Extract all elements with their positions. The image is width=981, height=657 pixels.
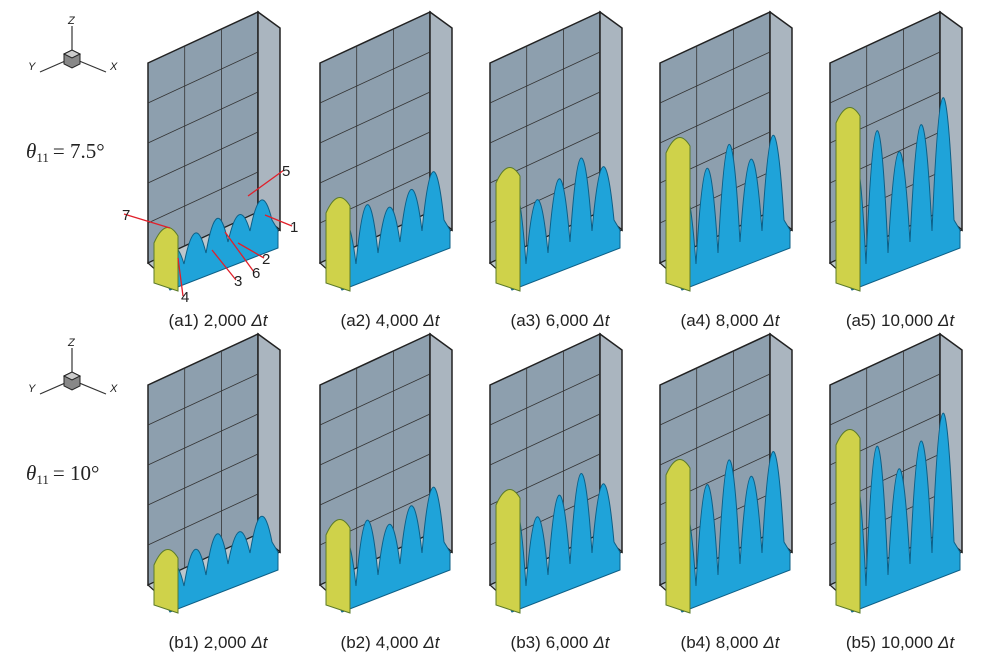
ice-slab xyxy=(326,197,350,291)
theta-label: θ11 = 10° xyxy=(26,461,99,487)
simulation-panel xyxy=(148,334,280,613)
simulation-panel xyxy=(830,334,962,613)
annotation-label: 5 xyxy=(282,163,290,180)
ice-slab xyxy=(666,137,690,291)
simulation-panel xyxy=(660,12,792,291)
theta-value: = 7.5° xyxy=(53,139,105,163)
panel-id: (b5) xyxy=(846,633,876,652)
panel-id: (b2) xyxy=(341,633,371,652)
theta-subscript: 11 xyxy=(36,150,49,165)
axis-label: Y xyxy=(28,383,36,395)
simulation-panel xyxy=(320,12,452,291)
theta-symbol: θ xyxy=(26,139,36,163)
simulation-panel xyxy=(660,334,792,613)
panel-step: 2,000 xyxy=(204,633,247,652)
theta-subscript: 11 xyxy=(36,472,49,487)
ice-slab xyxy=(836,429,860,613)
panel-id: (a1) xyxy=(169,311,199,330)
annotation-label: 2 xyxy=(262,251,270,268)
panel-unit: Δt xyxy=(937,633,955,652)
theta-symbol: θ xyxy=(26,461,36,485)
ice-slab xyxy=(154,227,178,291)
panel-unit: Δt xyxy=(422,311,440,330)
axis-label: Z xyxy=(67,15,76,27)
panel-step: 10,000 xyxy=(881,633,933,652)
axis-label: X xyxy=(109,383,118,395)
figure: ZYXθ11= 7.5°(a1)2,000Δt(a2)4,000Δt(a3)6,… xyxy=(0,0,981,657)
simulation-panel xyxy=(490,12,622,291)
panel-unit: Δt xyxy=(762,311,780,330)
panel-unit: Δt xyxy=(592,633,610,652)
simulation-panel xyxy=(830,12,962,291)
axis-label: Y xyxy=(28,61,36,73)
panel-unit: Δt xyxy=(250,311,268,330)
panel-step: 4,000 xyxy=(376,633,419,652)
ice-slab xyxy=(326,519,350,613)
ice-slab xyxy=(836,107,860,291)
panel-step: 4,000 xyxy=(376,311,419,330)
annotation-label: 4 xyxy=(181,289,189,306)
simulation-panel xyxy=(148,12,280,291)
panel-step: 2,000 xyxy=(204,311,247,330)
annotation-label: 7 xyxy=(122,207,130,224)
panel-id: (a5) xyxy=(846,311,876,330)
theta-label: θ11 = 7.5° xyxy=(26,139,105,165)
ice-slab xyxy=(154,549,178,613)
ice-slab xyxy=(666,459,690,613)
axis-label: Z xyxy=(67,337,76,349)
panel-unit: Δt xyxy=(422,633,440,652)
panel-caption: (b4) 8,000Δt xyxy=(681,633,781,652)
axis-label: X xyxy=(109,61,118,73)
panel-id: (a2) xyxy=(341,311,371,330)
panel-step: 6,000 xyxy=(546,311,589,330)
panel-step: 10,000 xyxy=(881,311,933,330)
panel-unit: Δt xyxy=(592,311,610,330)
panel-id: (b1) xyxy=(169,633,199,652)
annotation-label: 3 xyxy=(234,273,242,290)
panel-unit: Δt xyxy=(250,633,268,652)
panel-step: 6,000 xyxy=(546,633,589,652)
simulation-panel xyxy=(320,334,452,613)
theta-value: = 10° xyxy=(53,461,100,485)
panel-unit: Δt xyxy=(762,633,780,652)
ice-slab xyxy=(496,489,520,613)
panel-step: 8,000 xyxy=(716,633,759,652)
panel-id: (a4) xyxy=(681,311,711,330)
panel-unit: Δt xyxy=(937,311,955,330)
panel-id: (b4) xyxy=(681,633,711,652)
ice-slab xyxy=(496,167,520,291)
annotation-label: 1 xyxy=(290,219,298,236)
simulation-panel xyxy=(490,334,622,613)
side-wall xyxy=(258,12,280,230)
panel-id: (a3) xyxy=(511,311,541,330)
panel-step: 8,000 xyxy=(716,311,759,330)
annotation-label: 6 xyxy=(252,265,260,282)
panel-id: (b3) xyxy=(511,633,541,652)
